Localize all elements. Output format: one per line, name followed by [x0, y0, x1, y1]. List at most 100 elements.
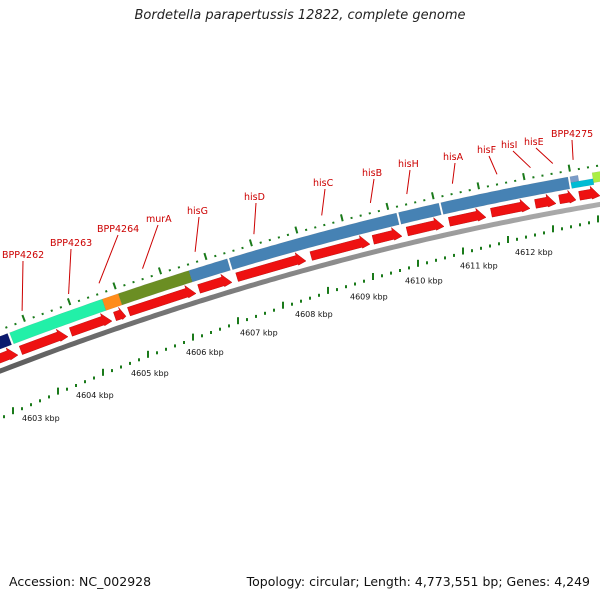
kbp-label: 4604 kbp — [76, 391, 114, 400]
tick-mark — [294, 226, 299, 234]
tick-mark — [567, 164, 571, 172]
label-leader — [535, 147, 554, 164]
tick-mark — [123, 283, 126, 287]
cds-arrow — [534, 193, 557, 209]
kbp-label: 4607 kbp — [240, 329, 278, 338]
gene-label: murA — [146, 214, 172, 225]
tick-mark — [248, 239, 253, 247]
genome-summary-text: Topology: circular; Length: 4,773,551 bp… — [246, 574, 590, 589]
cds-arrow — [558, 189, 577, 205]
tick-mark — [141, 277, 144, 281]
gene-label: hisB — [362, 168, 382, 179]
kbp-label-layer: 4603 kbp 4604 kbp 4605 kbp 4606 kbp 4607 kbp… — [22, 248, 553, 423]
kbp-label: 4603 kbp — [22, 414, 60, 423]
gene-label: hisI — [501, 140, 517, 151]
kbp-label: 4608 kbp — [295, 310, 333, 319]
tick-mark — [150, 274, 153, 278]
tick-mark — [157, 267, 163, 275]
cds-arrow — [490, 198, 531, 218]
tick-mark — [359, 214, 362, 217]
tick-mark — [385, 202, 390, 211]
tick-mark — [5, 326, 8, 329]
label-leader — [253, 202, 257, 235]
cds-arrow — [0, 347, 19, 364]
tick-mark — [241, 246, 244, 250]
label-leader — [369, 178, 375, 203]
gene-label: hisF — [477, 145, 496, 156]
tick-mark — [59, 306, 63, 309]
tick-mark — [304, 228, 308, 232]
cds-arrow — [18, 328, 69, 355]
kbp-label: 4611 kbp — [460, 262, 498, 271]
tick-mark — [377, 209, 381, 213]
feature-block — [188, 258, 231, 283]
tick-mark — [14, 322, 17, 326]
tick-mark — [112, 282, 117, 290]
tick-mark — [95, 293, 99, 296]
cds-arrow — [197, 273, 233, 294]
tick-mark — [77, 299, 81, 303]
tick-mark — [104, 290, 108, 293]
tick-mark — [232, 249, 235, 252]
tick-mark — [203, 252, 208, 261]
tick-mark — [21, 314, 26, 322]
label-leader — [451, 162, 456, 184]
cds-arrow — [578, 185, 600, 201]
tick-mark — [32, 315, 35, 319]
tick-mark — [431, 192, 435, 200]
tick-mark — [223, 252, 226, 255]
gene-label: hisA — [443, 152, 464, 163]
tick-mark — [168, 268, 172, 272]
tick-mark — [350, 216, 353, 220]
tick-mark — [441, 194, 444, 198]
label-leader — [571, 139, 574, 160]
label-leader — [142, 224, 159, 269]
tick-mark — [259, 241, 262, 244]
cds-arrow — [69, 313, 113, 337]
kbp-label: 4605 kbp — [131, 369, 169, 378]
gene-label: hisD — [244, 192, 265, 203]
label-leader — [98, 234, 119, 284]
backbone-ring — [0, 201, 600, 374]
gene-label: hisH — [398, 159, 419, 170]
gene-label: hisG — [187, 206, 208, 217]
gene-label: BPP4263 — [50, 238, 92, 249]
feature-block — [398, 202, 442, 225]
cds-arrow — [448, 207, 487, 227]
feature-block — [440, 176, 571, 215]
tick-mark — [214, 254, 217, 258]
tick-mark — [286, 233, 290, 237]
gene-label: BPP4262 — [2, 250, 44, 261]
label-leader — [512, 150, 531, 169]
tick-mark — [195, 260, 199, 263]
kbp-label: 4606 kbp — [186, 348, 224, 357]
label-leader — [321, 188, 326, 216]
label-leader — [406, 169, 411, 195]
tick-mark — [277, 236, 281, 239]
gene-label: hisE — [524, 137, 544, 148]
label-leader — [68, 248, 72, 295]
tick-mark — [132, 280, 135, 284]
accession-text: Accession: NC_002928 — [9, 574, 152, 589]
inner-tick-track — [3, 215, 599, 419]
gene-label: BPP4264 — [97, 224, 139, 235]
label-leader — [21, 260, 24, 311]
cds-arrow — [309, 235, 371, 261]
tick-mark — [66, 298, 72, 306]
label-leader — [194, 216, 200, 252]
cds-arrow — [127, 284, 197, 317]
cds-arrow — [405, 217, 445, 237]
tick-mark — [332, 221, 335, 224]
tick-mark — [340, 214, 344, 222]
tick-mark — [186, 263, 190, 266]
tick-mark — [459, 190, 462, 194]
tick-mark — [450, 192, 453, 196]
outer-tick-track — [5, 164, 599, 329]
tick-mark — [177, 266, 181, 269]
tick-mark — [86, 296, 90, 299]
tick-mark — [522, 172, 526, 181]
feature-block — [591, 171, 600, 183]
map-title: Bordetella parapertussis 12822, complete… — [134, 8, 466, 23]
tick-mark — [476, 182, 480, 190]
